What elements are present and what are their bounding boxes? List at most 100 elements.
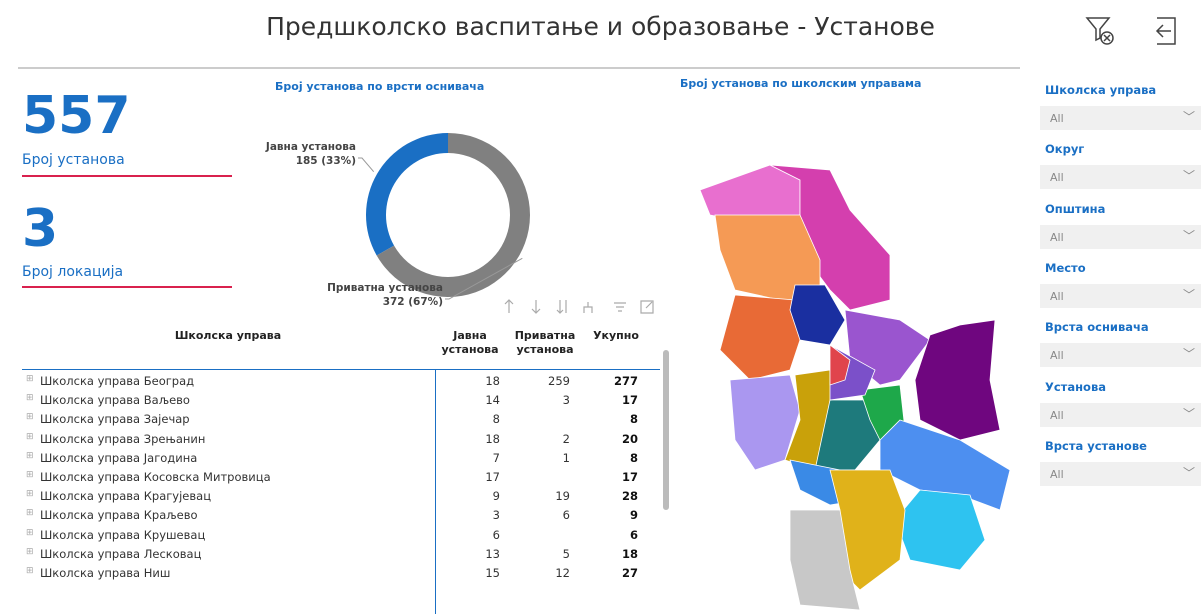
cell: 6 xyxy=(492,527,500,542)
exit-icon[interactable] xyxy=(1155,17,1176,45)
filter-dropdown[interactable] xyxy=(1040,165,1201,190)
filter-dropdown[interactable] xyxy=(1040,106,1201,130)
expand-icon[interactable]: ⊞ xyxy=(26,393,34,404)
filter-dropdown[interactable] xyxy=(1040,283,1201,308)
cell: 17 xyxy=(621,393,638,408)
cell: 7 xyxy=(492,450,500,465)
cell: 9 xyxy=(492,489,500,504)
region[interactable] xyxy=(789,509,861,611)
donut-chart: Јавна установа 185 (33%) Приватна установа… xyxy=(265,133,530,308)
cell: 3 xyxy=(492,508,500,523)
row-label: Школска управа Зајечар xyxy=(40,412,190,427)
dropdown-chevron[interactable]: ﹀ xyxy=(1183,110,1196,124)
clear-filter-icon[interactable] xyxy=(1085,17,1114,45)
cell: 14 xyxy=(485,393,500,408)
header-divider xyxy=(18,67,1020,69)
focus-icon[interactable] xyxy=(640,300,654,314)
region[interactable] xyxy=(719,294,801,381)
cell: 13 xyxy=(485,546,500,561)
region[interactable] xyxy=(789,284,846,346)
kpi-underline xyxy=(22,286,232,288)
expand-all-icon[interactable] xyxy=(556,300,567,314)
expand-icon[interactable]: ⊞ xyxy=(26,566,34,576)
page-title: Предшколско васпитање и образовање - Уст… xyxy=(266,12,935,41)
expand-icon[interactable]: ⊞ xyxy=(26,431,34,442)
cell: 12 xyxy=(555,566,570,580)
expand-icon[interactable]: ⊞ xyxy=(26,450,34,461)
row-label: Школска управа Ваљево xyxy=(40,393,190,408)
filter-dropdown[interactable] xyxy=(1040,343,1201,368)
region[interactable] xyxy=(829,344,851,386)
scrollbar[interactable] xyxy=(663,350,669,510)
table-header: Приватна установа xyxy=(514,329,576,357)
filter-label: Место xyxy=(1045,260,1086,275)
map-title: Број установа по школским управама xyxy=(680,77,922,90)
row-label: Школска управа Крушевац xyxy=(40,527,206,542)
kpi-value: 557 xyxy=(22,86,131,146)
cell: 8 xyxy=(629,450,638,465)
expand-icon[interactable]: ⊞ xyxy=(26,412,34,423)
filters-pane xyxy=(0,0,1,1)
filter-dropdown[interactable] xyxy=(1040,224,1201,249)
row-label: Школска управа Косовска Митровица xyxy=(40,470,271,484)
region[interactable] xyxy=(894,489,986,571)
expand-icon[interactable]: ⊞ xyxy=(26,508,34,519)
sort-up-icon[interactable] xyxy=(504,299,514,313)
kpi-underline xyxy=(22,175,232,177)
cell: 18 xyxy=(485,374,500,388)
expand-icon[interactable]: ⊞ xyxy=(26,374,34,384)
cell: 6 xyxy=(562,508,570,523)
filter-value: All xyxy=(1050,349,1064,363)
expand-icon[interactable]: ⊞ xyxy=(26,470,34,480)
region[interactable] xyxy=(769,164,891,311)
sort-down-icon[interactable] xyxy=(531,300,541,314)
filter-value: All xyxy=(1050,289,1064,303)
expand-icon[interactable]: ⊞ xyxy=(26,546,34,557)
donut-slice xyxy=(366,133,448,256)
map xyxy=(699,164,1011,611)
cell: 3 xyxy=(562,393,570,408)
cell: 277 xyxy=(613,374,638,388)
cell: 28 xyxy=(621,489,638,504)
filter-label: Врста оснивача xyxy=(1045,320,1149,335)
filter-dropdown[interactable] xyxy=(1040,402,1201,427)
cell: 27 xyxy=(621,566,638,580)
filter-value: All xyxy=(1050,467,1064,481)
cell: 2 xyxy=(562,431,570,446)
table-toolbar xyxy=(504,299,654,314)
filter-dropdown[interactable] xyxy=(1040,461,1201,486)
dropdown-chevron[interactable]: ﹀ xyxy=(1183,347,1196,362)
slice-label: Приватна установа xyxy=(327,282,443,294)
header-rule xyxy=(22,369,660,370)
donut-title: Број установа по врсти оснивача xyxy=(275,80,485,93)
dropdown-chevron[interactable]: ﹀ xyxy=(1183,228,1196,243)
dropdown-chevron[interactable]: ﹀ xyxy=(1183,287,1196,302)
filter-value: All xyxy=(1050,408,1064,422)
table-header: Школска управа xyxy=(174,329,282,342)
cell: 17 xyxy=(485,470,500,484)
cell: 20 xyxy=(621,431,638,446)
hierarchy-icon[interactable] xyxy=(583,302,593,313)
region[interactable] xyxy=(914,319,1001,441)
filter-icon[interactable] xyxy=(614,302,626,312)
dropdown-chevron[interactable]: ﹀ xyxy=(1183,406,1196,421)
slice-value: 185 (33%) xyxy=(296,155,356,167)
cell: 15 xyxy=(485,566,500,580)
cell: 6 xyxy=(629,527,638,542)
filter-value: All xyxy=(1050,230,1064,244)
filter-label: Округ xyxy=(1045,142,1085,157)
expand-icon[interactable]: ⊞ xyxy=(26,527,34,538)
cell: 18 xyxy=(485,431,500,446)
expand-icon[interactable]: ⊞ xyxy=(26,489,34,500)
dropdown-chevron[interactable]: ﹀ xyxy=(1183,169,1196,184)
dropdown-chevron[interactable]: ﹀ xyxy=(1183,465,1196,480)
row-label: Школска управа Краљево xyxy=(40,508,198,523)
leader-line xyxy=(445,257,523,300)
filter-label: Школска управа xyxy=(1045,83,1157,97)
kpi-value: 3 xyxy=(22,199,59,259)
slice-value: 372 (67%) xyxy=(383,296,443,308)
cell: 9 xyxy=(629,508,638,523)
row-label: Школска управа Лесковац xyxy=(40,546,202,561)
kpi-label: Број локација xyxy=(22,264,124,280)
